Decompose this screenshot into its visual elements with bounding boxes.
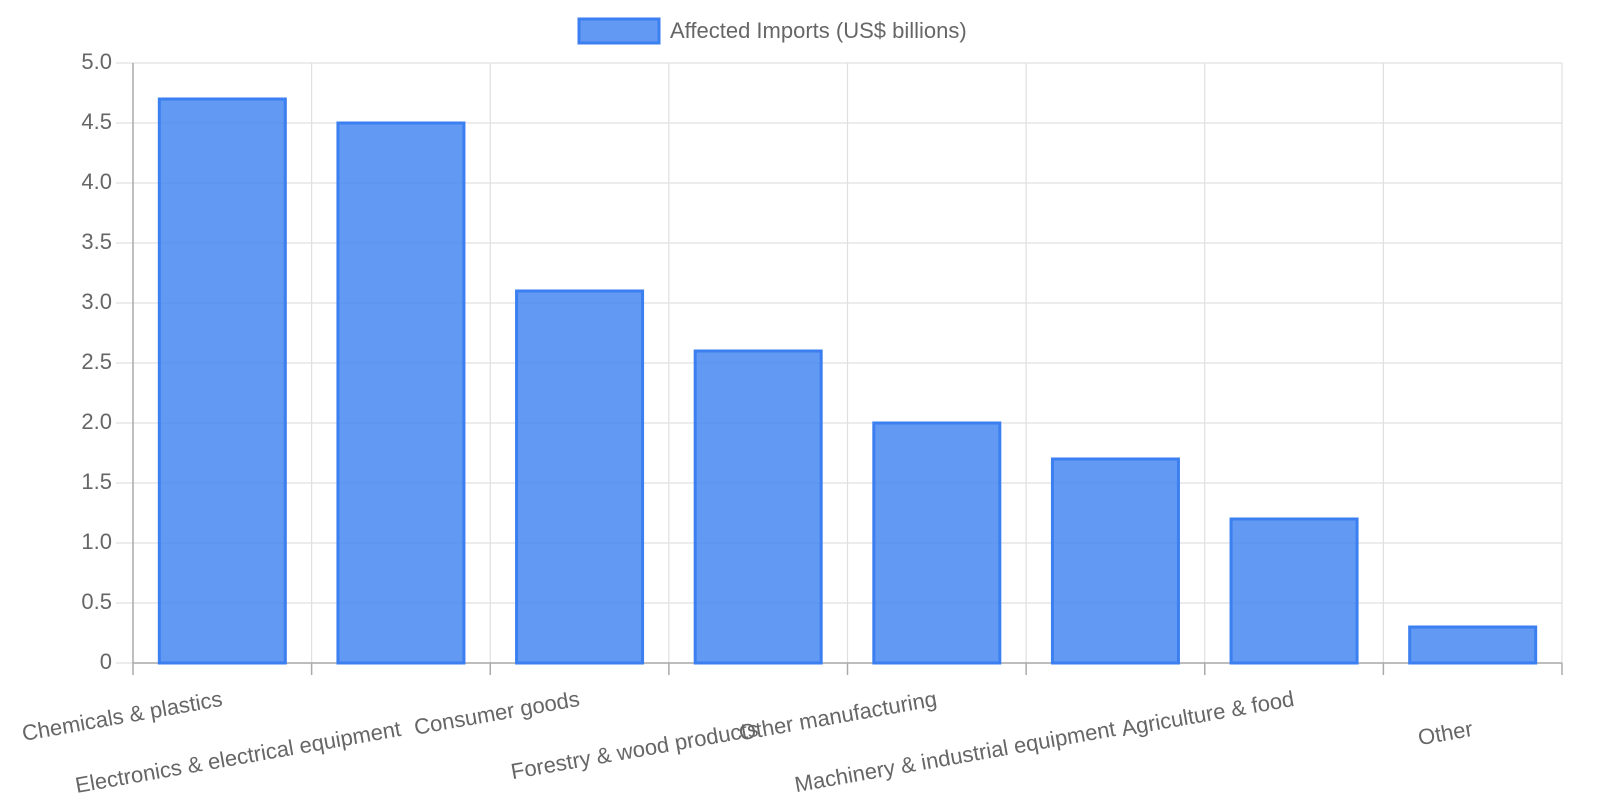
y-tick-label: 5.0 — [81, 49, 112, 74]
y-tick-label: 3.5 — [81, 229, 112, 254]
x-tick-label: Agriculture & food — [1119, 686, 1296, 741]
bar — [157, 97, 287, 665]
x-tick-label: Other manufacturing — [737, 686, 939, 745]
y-tick-label: 3.0 — [81, 289, 112, 314]
bar — [872, 421, 1002, 665]
y-tick-label: 1.0 — [81, 529, 112, 554]
bar — [1229, 517, 1359, 665]
x-tick-label: Machinery & industrial equipment — [793, 716, 1118, 797]
y-tick-label: 0 — [100, 649, 112, 674]
bar — [1408, 625, 1538, 665]
y-tick-label: 4.5 — [81, 109, 112, 134]
x-tick-label: Consumer goods — [412, 686, 581, 740]
legend-label: Affected Imports (US$ billions) — [670, 18, 967, 43]
bar — [515, 289, 645, 665]
y-tick-label: 4.0 — [81, 169, 112, 194]
y-tick-label: 1.5 — [81, 469, 112, 494]
x-tick-label: Chemicals & plastics — [20, 686, 224, 746]
y-tick-label: 2.5 — [81, 349, 112, 374]
legend-swatch — [577, 17, 661, 45]
x-tick-label: Other — [1416, 716, 1475, 750]
y-tick-label: 0.5 — [81, 589, 112, 614]
bar — [1050, 457, 1180, 665]
y-tick-label: 2.0 — [81, 409, 112, 434]
x-tick-label: Forestry & wood products — [509, 716, 760, 784]
bar — [336, 121, 466, 665]
bar — [693, 349, 823, 665]
